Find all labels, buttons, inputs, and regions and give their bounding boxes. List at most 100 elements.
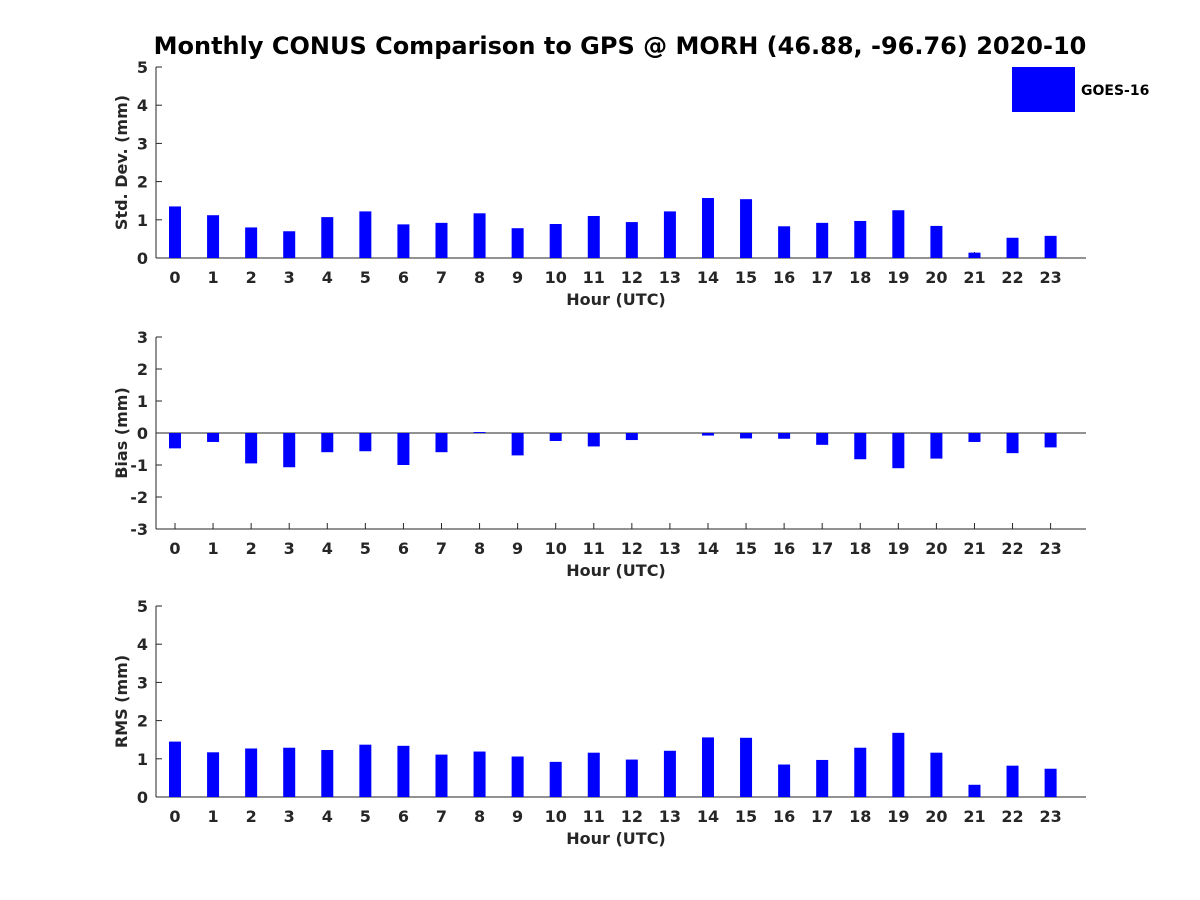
legend-label: GOES-16 [1081, 83, 1149, 99]
y-axis-label: Std. Dev. (mm) [112, 95, 131, 230]
x-tick-label: 22 [1001, 807, 1023, 826]
y-tick-label: 0 [137, 424, 148, 443]
x-tick-label: 7 [436, 539, 447, 558]
bar [1006, 765, 1019, 797]
x-tick-label: 20 [925, 539, 947, 558]
bar [549, 433, 562, 441]
legend: GOES-16 [1012, 67, 1149, 112]
x-tick-label: 23 [1039, 268, 1061, 287]
bar [207, 433, 220, 442]
bar [1006, 433, 1019, 454]
bar [701, 198, 714, 258]
bar [892, 433, 905, 469]
bar [511, 756, 524, 797]
bar [207, 752, 220, 797]
bar [283, 231, 296, 258]
bar [1044, 433, 1057, 448]
bar [283, 747, 296, 797]
x-tick-label: 12 [621, 268, 643, 287]
x-tick-label: 13 [659, 539, 681, 558]
bar [207, 215, 220, 258]
bar [701, 433, 714, 436]
bar [359, 433, 372, 452]
bar [587, 752, 600, 797]
bar [321, 217, 334, 258]
bar [663, 750, 676, 797]
y-tick-label: 5 [137, 58, 148, 77]
x-tick-label: 4 [322, 539, 333, 558]
bar [511, 228, 524, 258]
x-tick-label: 22 [1001, 539, 1023, 558]
bar [740, 199, 753, 258]
bar [473, 213, 486, 258]
legend-swatch [1012, 67, 1075, 112]
x-tick-label: 4 [322, 807, 333, 826]
bar [701, 737, 714, 797]
x-tick-label: 15 [735, 539, 757, 558]
bar [740, 433, 753, 439]
x-tick-label: 1 [207, 539, 218, 558]
y-axis-label: Bias (mm) [112, 387, 131, 479]
x-tick-label: 18 [849, 539, 871, 558]
y-tick-label: -2 [130, 488, 148, 507]
x-tick-label: 10 [545, 807, 567, 826]
x-tick-label: 8 [474, 539, 485, 558]
x-tick-label: 7 [436, 268, 447, 287]
x-tick-label: 15 [735, 268, 757, 287]
bar [816, 222, 829, 258]
y-tick-label: 2 [137, 712, 148, 731]
bar [245, 227, 258, 258]
x-tick-label: 14 [697, 807, 719, 826]
bar [549, 224, 562, 258]
y-tick-label: 3 [137, 134, 148, 153]
x-tick-label: 14 [697, 539, 719, 558]
x-tick-label: 19 [887, 807, 909, 826]
x-tick-label: 14 [697, 268, 719, 287]
x-tick-label: 21 [963, 807, 985, 826]
bar [169, 206, 181, 258]
y-tick-label: 4 [137, 96, 148, 115]
bar [816, 433, 829, 445]
x-tick-label: 20 [925, 268, 947, 287]
x-tick-label: 6 [398, 807, 409, 826]
x-tick-label: 16 [773, 807, 795, 826]
bar [854, 747, 867, 797]
bar [816, 759, 829, 797]
x-tick-label: 23 [1039, 807, 1061, 826]
bar [892, 732, 905, 797]
bar [397, 745, 410, 797]
bar [625, 222, 638, 258]
x-tick-label: 17 [811, 268, 833, 287]
y-tick-label: 4 [137, 635, 148, 654]
bar [169, 741, 181, 797]
y-tick-label: 3 [137, 673, 148, 692]
bar [778, 764, 791, 797]
bar [321, 433, 334, 453]
bar [397, 224, 410, 258]
bar [854, 433, 867, 460]
x-tick-label: 11 [583, 807, 605, 826]
bar [968, 784, 981, 797]
x-tick-label: 11 [583, 539, 605, 558]
y-axis-label: RMS (mm) [112, 655, 131, 748]
bar [778, 226, 791, 258]
x-tick-label: 13 [659, 807, 681, 826]
bar [321, 750, 334, 797]
bar [930, 752, 943, 797]
x-tick-label: 21 [963, 539, 985, 558]
figure-title: Monthly CONUS Comparison to GPS @ MORH (… [154, 32, 1087, 60]
x-tick-label: 2 [246, 807, 257, 826]
x-tick-label: 11 [583, 268, 605, 287]
x-tick-label: 9 [512, 807, 523, 826]
x-tick-label: 1 [207, 807, 218, 826]
bar [283, 433, 296, 468]
x-tick-label: 6 [398, 539, 409, 558]
bar [968, 252, 981, 258]
bar [854, 220, 867, 258]
x-tick-label: 16 [773, 268, 795, 287]
x-tick-label: 5 [360, 807, 371, 826]
bar [663, 211, 676, 258]
x-tick-label: 19 [887, 539, 909, 558]
